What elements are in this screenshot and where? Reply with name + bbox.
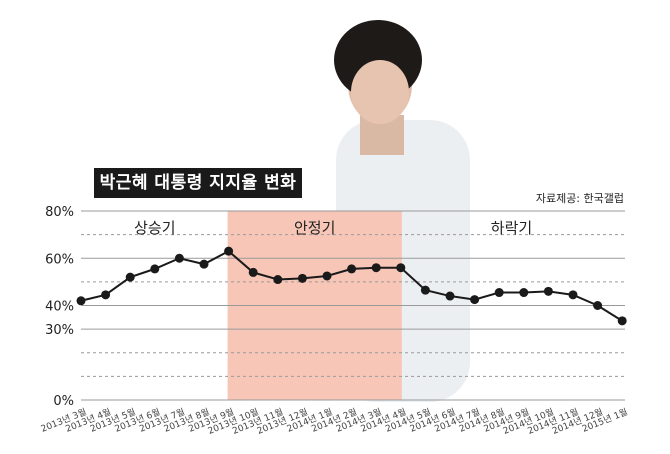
data-point: [125, 272, 135, 282]
grid: [81, 210, 625, 401]
y-tick-label: 40%: [45, 300, 74, 315]
data-point: [150, 264, 160, 274]
data-point: [494, 288, 504, 298]
y-axis-labels: 0% 30% 40% 60% 80%: [45, 205, 74, 409]
y-tick-label: 60%: [45, 252, 74, 267]
data-point: [101, 290, 111, 300]
data-points: [76, 246, 627, 326]
data-point: [174, 253, 184, 263]
data-point: [322, 271, 332, 281]
data-point: [593, 301, 603, 310]
data-point: [347, 264, 357, 274]
data-point: [371, 263, 381, 273]
data-point: [199, 259, 209, 269]
y-tick-label: 80%: [45, 205, 74, 220]
data-point: [445, 291, 455, 301]
data-point: [396, 263, 406, 273]
data-point: [519, 288, 529, 298]
source-note: 자료제공: 한국갤럽: [535, 192, 624, 205]
data-point: [420, 285, 430, 295]
phase-label: 하락기: [491, 219, 532, 237]
data-point: [76, 296, 86, 306]
y-tick-label: 0%: [53, 394, 74, 409]
y-tick-label: 30%: [45, 323, 74, 338]
phase-label: 안정기: [294, 219, 335, 237]
data-point: [248, 267, 258, 277]
data-point: [543, 286, 553, 296]
data-point: [224, 246, 234, 256]
phase-label: 상승기: [134, 219, 175, 237]
data-point: [568, 290, 578, 300]
data-point: [617, 316, 627, 326]
data-point: [273, 275, 283, 285]
data-point: [470, 295, 480, 305]
data-point: [297, 273, 307, 283]
chart-title: 박근혜 대통령 지지율 변화: [94, 168, 302, 198]
photo-face-front: [351, 60, 409, 124]
phase-labels: 상승기 안정기 하락기: [134, 219, 532, 237]
